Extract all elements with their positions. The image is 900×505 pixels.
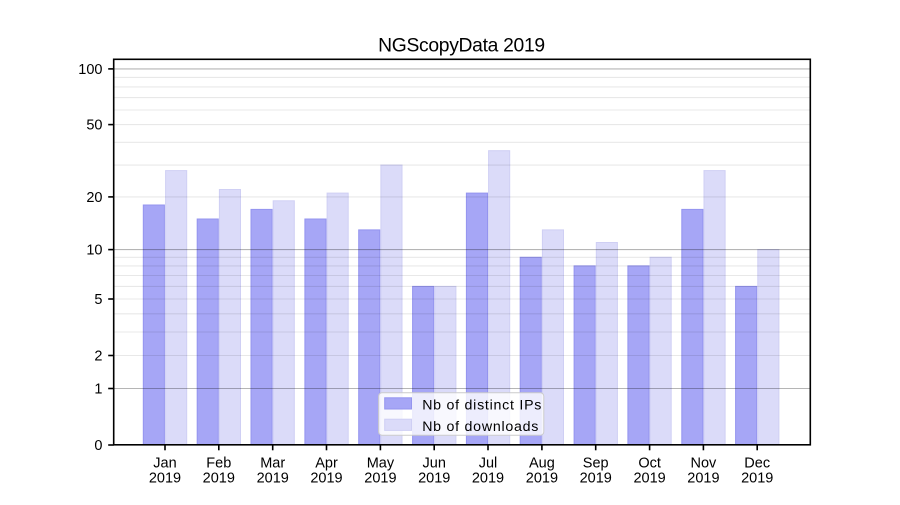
svg-text:Nb of downloads: Nb of downloads [422,419,539,435]
svg-text:5: 5 [94,292,102,308]
svg-text:10: 10 [86,243,102,259]
svg-text:2019: 2019 [633,470,665,486]
svg-text:Mar: Mar [260,456,285,472]
svg-text:2019: 2019 [257,470,289,486]
svg-text:Apr: Apr [315,456,338,472]
svg-text:NGScopyData 2019: NGScopyData 2019 [378,36,545,57]
svg-text:2019: 2019 [687,470,719,486]
svg-text:2019: 2019 [418,470,450,486]
svg-text:2: 2 [94,349,102,365]
svg-text:2019: 2019 [364,470,396,486]
svg-text:Aug: Aug [529,456,555,472]
svg-text:2019: 2019 [472,470,504,486]
svg-text:Nov: Nov [691,456,718,472]
svg-text:2019: 2019 [149,470,181,486]
svg-text:2019: 2019 [580,470,612,486]
svg-text:Jan: Jan [153,456,176,472]
svg-text:Feb: Feb [206,456,231,472]
svg-text:20: 20 [86,190,102,206]
svg-text:100: 100 [78,62,102,78]
svg-text:Sep: Sep [583,456,609,472]
svg-text:0: 0 [94,438,102,454]
svg-text:1: 1 [94,382,102,398]
svg-text:Oct: Oct [638,456,661,472]
svg-text:50: 50 [86,118,102,134]
svg-text:Jul: Jul [479,456,498,472]
svg-text:May: May [367,456,395,472]
svg-text:Dec: Dec [744,456,770,472]
svg-text:Jun: Jun [423,456,446,472]
svg-text:2019: 2019 [310,470,342,486]
svg-text:2019: 2019 [741,470,773,486]
svg-text:2019: 2019 [526,470,558,486]
svg-text:Nb of distinct IPs: Nb of distinct IPs [422,398,542,414]
svg-text:2019: 2019 [203,470,235,486]
